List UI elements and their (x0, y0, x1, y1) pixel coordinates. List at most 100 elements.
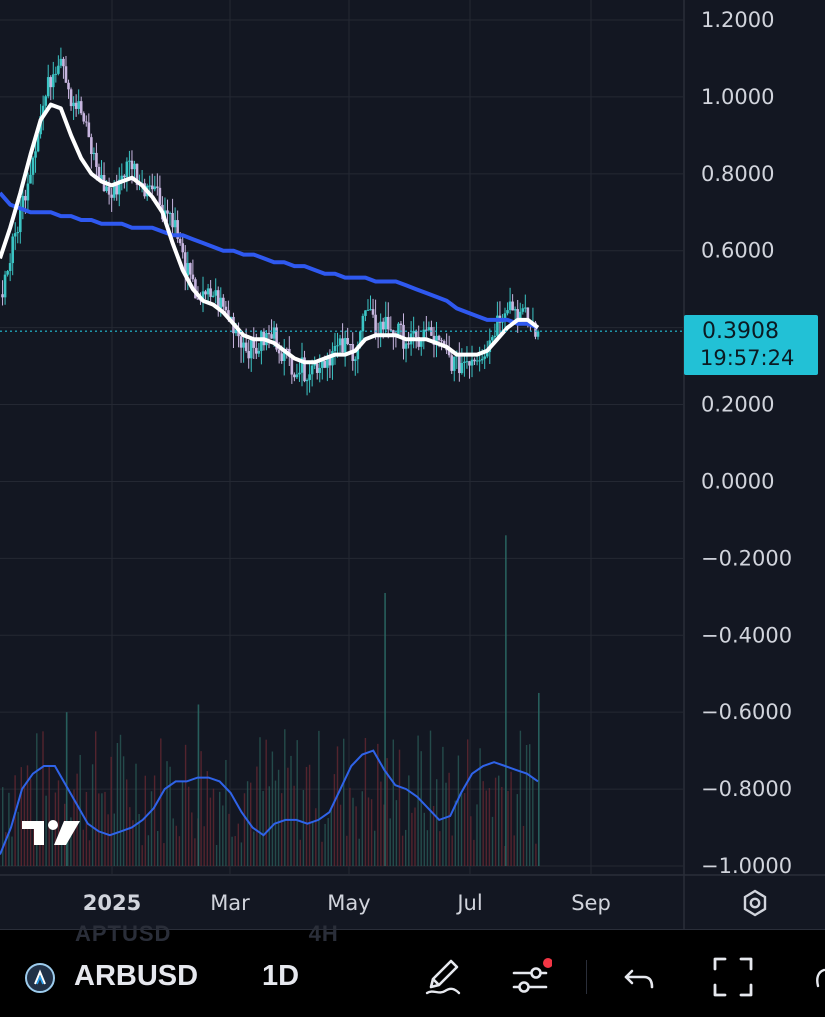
candle-body (181, 243, 185, 253)
volume-bar (411, 812, 413, 866)
volume-bar (132, 820, 134, 866)
candle-body (485, 352, 489, 357)
candle-body (364, 310, 367, 316)
candle-body (397, 323, 400, 336)
candle-body (315, 363, 319, 373)
volume-bar (246, 781, 249, 866)
volume-bar (82, 829, 84, 866)
symbol-button[interactable]: ARBUSD (74, 960, 199, 992)
candle-body (158, 187, 162, 205)
candle-body (280, 353, 283, 361)
volume-bar (358, 838, 360, 866)
candle-body (412, 330, 415, 334)
price-axis[interactable]: 1.2000 1.0000 0.8000 0.6000 0.2000 0.0000 −0.2… (701, 8, 792, 878)
volume-bar (88, 840, 91, 866)
candle-body (338, 338, 342, 346)
volume-bar (420, 751, 422, 866)
fullscreen-icon[interactable] (711, 955, 755, 999)
candle-body (183, 252, 187, 276)
volume-bar (141, 845, 143, 866)
volume-bar (203, 826, 205, 866)
candle-body (270, 334, 273, 339)
volume-bar (374, 830, 376, 866)
volume-bar (460, 792, 463, 866)
volume-bar (119, 734, 122, 866)
volume-bar (144, 775, 146, 866)
volume-bar (386, 758, 388, 866)
candle-body (331, 351, 334, 366)
pen-icon[interactable] (421, 955, 465, 999)
volume-bar (473, 839, 475, 866)
candle-body (216, 290, 220, 309)
candle-body (97, 166, 101, 180)
candle-body (452, 356, 456, 371)
volume-bar (150, 791, 153, 866)
price-tick-label: −0.4000 (701, 623, 792, 647)
volume-bar (426, 830, 429, 866)
candle-body (244, 342, 248, 351)
candle-body (13, 233, 17, 237)
volume-bar (175, 825, 177, 866)
candle-body (69, 89, 73, 107)
candle-body (303, 357, 306, 382)
edge-partial-icon[interactable] (808, 968, 825, 988)
volume-spike (505, 535, 507, 866)
volume-bar (346, 835, 348, 866)
candle-body (29, 174, 32, 184)
volume-bar (42, 731, 44, 866)
candle-body (346, 338, 349, 344)
volume-bar (243, 793, 246, 866)
indicators-icon[interactable] (508, 955, 553, 999)
candle-countdown: 19:57:24 (700, 346, 795, 370)
volume-bar (101, 793, 103, 866)
candle-body (224, 306, 228, 311)
candle-body (41, 105, 45, 117)
candle-body (90, 137, 93, 155)
interval-button[interactable]: 1D (262, 960, 300, 992)
volume-bar (454, 800, 456, 866)
candle-body (191, 274, 195, 280)
candle-body (77, 101, 80, 109)
candle-body (407, 343, 410, 345)
volume-bar (448, 772, 450, 866)
volume-bar (188, 786, 190, 866)
volume-bar (513, 835, 515, 866)
volume-ma-line (0, 749, 539, 855)
price-tick-label: 0.2000 (701, 393, 774, 417)
volume-bar (126, 779, 128, 866)
volume-bar (290, 755, 292, 866)
candle-body (24, 195, 27, 201)
candle-body (1, 294, 4, 298)
volume-spike (538, 692, 540, 866)
volume-bar (20, 767, 22, 866)
volume-bars (2, 535, 540, 866)
candle-body (82, 113, 86, 122)
time-axis[interactable]: 2025 Mar May Jul Sep (83, 891, 611, 915)
volume-bar (516, 794, 518, 866)
candle-body (11, 236, 14, 264)
volume-bar (361, 791, 363, 866)
candle-body (110, 194, 113, 198)
candle-body (135, 163, 139, 185)
candle-body (117, 179, 121, 195)
volume-bar (265, 739, 267, 866)
price-chart[interactable]: 1.2000 1.0000 0.8000 0.6000 0.2000 0.0000 −0.2… (0, 0, 825, 929)
candle-body (168, 213, 172, 215)
candle-body (369, 309, 372, 311)
last-price: 0.3908 (702, 319, 779, 344)
volume-bar (138, 813, 140, 866)
candle-body (26, 183, 30, 201)
candle-body (130, 160, 134, 170)
volume-bar (222, 805, 224, 866)
volume-bar (17, 811, 19, 866)
candle-body (526, 307, 530, 323)
settings-icon[interactable] (740, 888, 770, 923)
volume-bar (5, 832, 7, 866)
chart-grid (0, 0, 825, 929)
undo-icon[interactable] (618, 955, 662, 999)
candle-body (478, 360, 481, 362)
candle-body (513, 309, 517, 311)
candle-body (67, 82, 70, 90)
candle-body (222, 297, 225, 307)
price-tick-label: −1.0000 (701, 854, 792, 878)
